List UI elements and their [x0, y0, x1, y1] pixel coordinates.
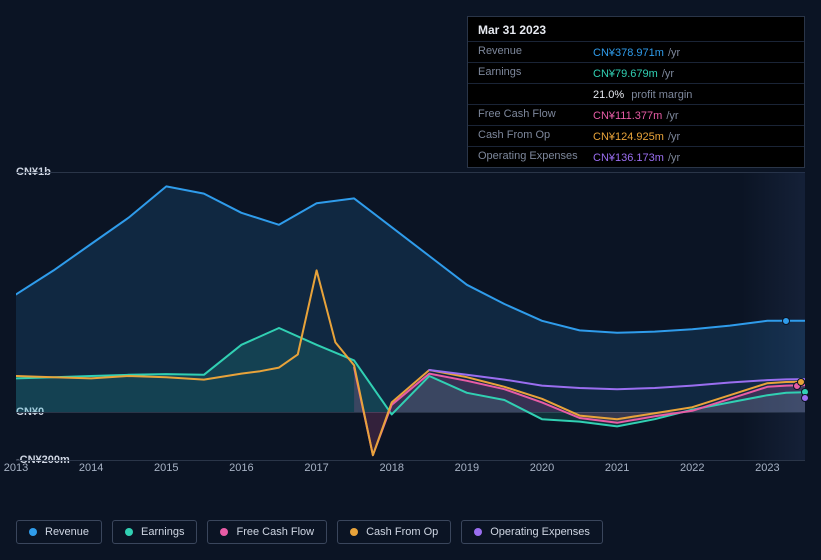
legend-swatch [125, 528, 133, 536]
tooltip-row-value: CN¥79.679m [593, 68, 658, 80]
legend-item[interactable]: Revenue [16, 520, 102, 544]
legend: Revenue Earnings Free Cash Flow Cash From O… [16, 520, 603, 544]
tooltip-row-label: Revenue [478, 45, 593, 59]
legend-item[interactable]: Earnings [112, 520, 197, 544]
x-axis-label: 2021 [605, 462, 629, 474]
tooltip-row-value: CN¥378.971m [593, 47, 664, 59]
legend-swatch [220, 528, 228, 536]
series-end-marker [797, 378, 805, 386]
tooltip-panel: Mar 31 2023 RevenueCN¥378.971m/yrEarning… [467, 16, 805, 168]
legend-label: Earnings [141, 526, 184, 538]
x-axis-label: 2022 [680, 462, 704, 474]
grid-line [16, 460, 805, 461]
x-axis-label: 2015 [154, 462, 178, 474]
x-axis-label: 2019 [455, 462, 479, 474]
plot-area[interactable] [16, 172, 805, 460]
tooltip-row-suffix: /yr [668, 152, 680, 164]
tooltip-row-value: CN¥136.173m [593, 152, 664, 164]
legend-label: Operating Expenses [490, 526, 590, 538]
tooltip-row-label: Cash From Op [478, 129, 593, 143]
tooltip-row-suffix: /yr [662, 68, 674, 80]
x-axis-label: 2014 [79, 462, 103, 474]
chart-container: CN¥1bCN¥0-CN¥200m 2013201420152016201720… [16, 160, 805, 478]
tooltip-row-suffix: /yr [668, 47, 680, 59]
series-end-marker [801, 394, 809, 402]
tooltip-date: Mar 31 2023 [468, 17, 804, 41]
legend-swatch [474, 528, 482, 536]
legend-label: Cash From Op [366, 526, 438, 538]
tooltip-row: Free Cash FlowCN¥111.377m/yr [468, 104, 804, 125]
series-svg [16, 172, 805, 460]
tooltip-row: RevenueCN¥378.971m/yr [468, 41, 804, 62]
tooltip-row-suffix: /yr [666, 110, 678, 122]
legend-label: Free Cash Flow [236, 526, 314, 538]
x-axis-label: 2020 [530, 462, 554, 474]
legend-label: Revenue [45, 526, 89, 538]
legend-swatch [29, 528, 37, 536]
tooltip-row-value: CN¥124.925m [593, 131, 664, 143]
legend-item[interactable]: Cash From Op [337, 520, 451, 544]
x-axis-label: 2013 [4, 462, 28, 474]
tooltip-row: Cash From OpCN¥124.925m/yr [468, 125, 804, 146]
tooltip-rows: RevenueCN¥378.971m/yrEarningsCN¥79.679m/… [468, 41, 804, 167]
tooltip-row-suffix: /yr [668, 131, 680, 143]
x-axis-label: 2016 [229, 462, 253, 474]
legend-item[interactable]: Free Cash Flow [207, 520, 327, 544]
tooltip-row: 21.0% profit margin [468, 83, 804, 104]
legend-item[interactable]: Operating Expenses [461, 520, 603, 544]
series-end-marker [782, 317, 790, 325]
legend-swatch [350, 528, 358, 536]
tooltip-row-label: Free Cash Flow [478, 108, 593, 122]
tooltip-row: EarningsCN¥79.679m/yr [468, 62, 804, 83]
x-axis-label: 2018 [379, 462, 403, 474]
tooltip-row-value: CN¥111.377m [593, 110, 662, 122]
tooltip-row-label [478, 87, 593, 101]
tooltip-row: Operating ExpensesCN¥136.173m/yr [468, 146, 804, 167]
tooltip-row-label: Operating Expenses [478, 150, 593, 164]
x-axis-label: 2017 [304, 462, 328, 474]
x-axis-label: 2023 [755, 462, 779, 474]
x-axis-labels: 2013201420152016201720182019202020212022… [16, 462, 805, 478]
tooltip-margin: 21.0% profit margin [593, 87, 692, 101]
tooltip-row-label: Earnings [478, 66, 593, 80]
